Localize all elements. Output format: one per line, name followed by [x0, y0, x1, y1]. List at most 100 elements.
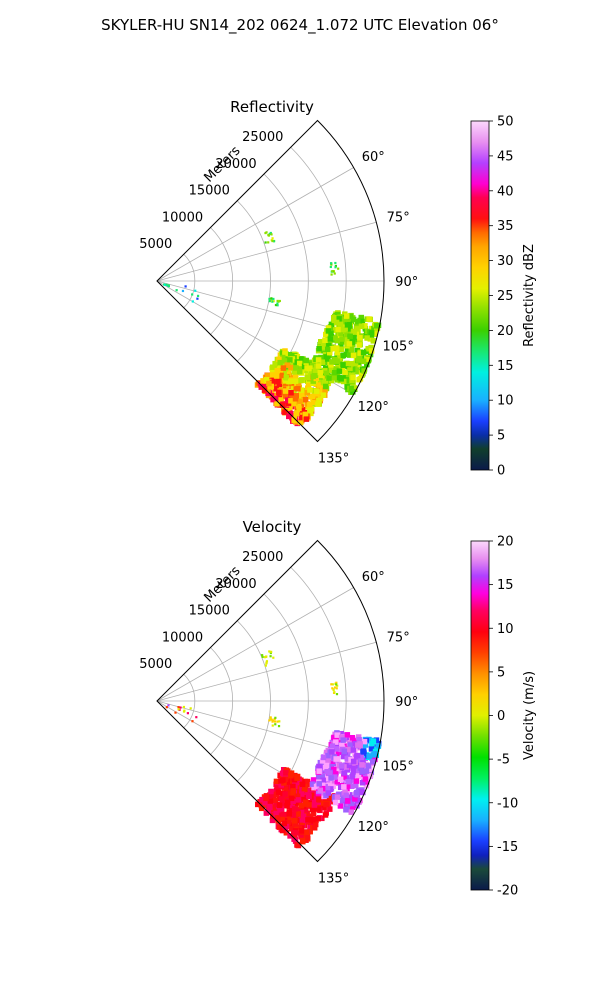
echo-cell [262, 799, 268, 806]
echo-cell [317, 339, 324, 345]
echo-cell [280, 354, 286, 361]
echo-cell [334, 261, 337, 265]
echo-cell [356, 737, 362, 743]
echo-cell [307, 813, 314, 819]
echo-cell [327, 786, 334, 792]
echo-cell [347, 313, 354, 320]
echo-cell [342, 374, 348, 380]
echo-cell [305, 817, 311, 823]
echo-cell [355, 318, 361, 325]
echo-cell [309, 362, 316, 369]
echo-cell [292, 395, 299, 402]
echo-cell [292, 825, 299, 831]
echo-cell [304, 829, 310, 836]
echo-cell [302, 786, 308, 793]
echo-cell [359, 768, 366, 775]
echo-cell [288, 826, 295, 832]
echo-cell [194, 289, 197, 292]
echo-cell [281, 820, 288, 827]
echo-cell [270, 813, 276, 819]
echo-cell [269, 817, 276, 824]
echo-cell [358, 754, 364, 761]
echo-cell [284, 786, 290, 792]
echo-cell [295, 830, 301, 836]
echo-cell [290, 788, 297, 794]
echo-cell [295, 402, 302, 409]
echo-cell [349, 773, 355, 780]
echo-cell [324, 346, 331, 353]
echo-cell [364, 361, 370, 368]
azimuth-gridline [156, 641, 377, 702]
colorbar-tick-label: -10 [497, 796, 518, 811]
echo-cell [339, 336, 345, 342]
echo-cell [182, 705, 186, 709]
echo-cell [370, 738, 377, 744]
echo-cell [354, 326, 360, 332]
echo-cell [303, 357, 310, 364]
echo-cell [273, 720, 277, 723]
echo-cell [298, 419, 304, 426]
echo-cell [370, 338, 377, 344]
echo-cell [366, 316, 372, 322]
range-tick-label: 25000 [242, 550, 283, 565]
echo-cell [307, 365, 313, 371]
echo-cell [270, 297, 273, 300]
echo-cell [357, 741, 363, 747]
echo-cell [282, 409, 288, 415]
azimuth-gridline [156, 221, 377, 282]
echo-cell [361, 368, 367, 374]
echo-cell [264, 664, 267, 667]
echo-cell [364, 335, 370, 341]
echo-cell [329, 262, 333, 265]
echo-cell [328, 775, 334, 781]
echo-cell [279, 390, 286, 396]
azimuth-tick-label: 60° [362, 150, 385, 165]
echo-cell [283, 830, 290, 836]
colorbar-tick-label: 10 [497, 622, 514, 637]
echo-cell [341, 774, 347, 780]
azimuth-tick-label: 60° [362, 570, 385, 585]
echo-cell [344, 782, 351, 789]
panel-title: Velocity [243, 518, 302, 536]
echo-cell [316, 797, 322, 803]
azimuth-tick-label: 75° [387, 630, 410, 645]
echo-cell [315, 815, 321, 822]
echo-cell [313, 388, 320, 394]
echo-cell [310, 811, 317, 817]
echo-cell [270, 650, 273, 653]
echo-cell [290, 798, 296, 805]
echo-cell [344, 332, 350, 338]
echo-cell [291, 836, 297, 842]
echo-cell [345, 778, 351, 785]
echo-cell [283, 770, 289, 776]
echo-cell [335, 681, 338, 684]
echo-cell [320, 777, 326, 784]
echo-cell [314, 393, 320, 399]
echo-cell [272, 719, 275, 722]
echo-cell [340, 753, 347, 760]
echo-cell [272, 297, 275, 301]
echo-cell [279, 402, 286, 408]
colorbar-tick-label: 20 [497, 324, 514, 339]
echo-cell [296, 824, 303, 830]
echo-cell [320, 754, 327, 761]
echo-cell [165, 706, 168, 709]
echo-cell [337, 784, 344, 791]
echo-cell [332, 774, 338, 780]
echo-cell [308, 406, 315, 412]
echo-cell [264, 372, 271, 379]
echo-cell [353, 782, 359, 789]
echo-cell [325, 356, 331, 362]
echo-cell [357, 765, 364, 771]
echo-cell [338, 730, 345, 737]
echo-cell [167, 704, 170, 707]
echo-cell [332, 369, 338, 376]
colorbar-gradient [470, 120, 490, 471]
echo-cell [304, 778, 311, 785]
echo-cell [285, 792, 291, 798]
echo-cell [336, 791, 342, 798]
colorbar: 0 5 10 15 20 25 30 35 40 45 50 Reflectivity dBZ [470, 115, 537, 479]
echo-cell [280, 384, 287, 391]
echo-cell [285, 352, 291, 358]
echo-cell [325, 790, 332, 796]
